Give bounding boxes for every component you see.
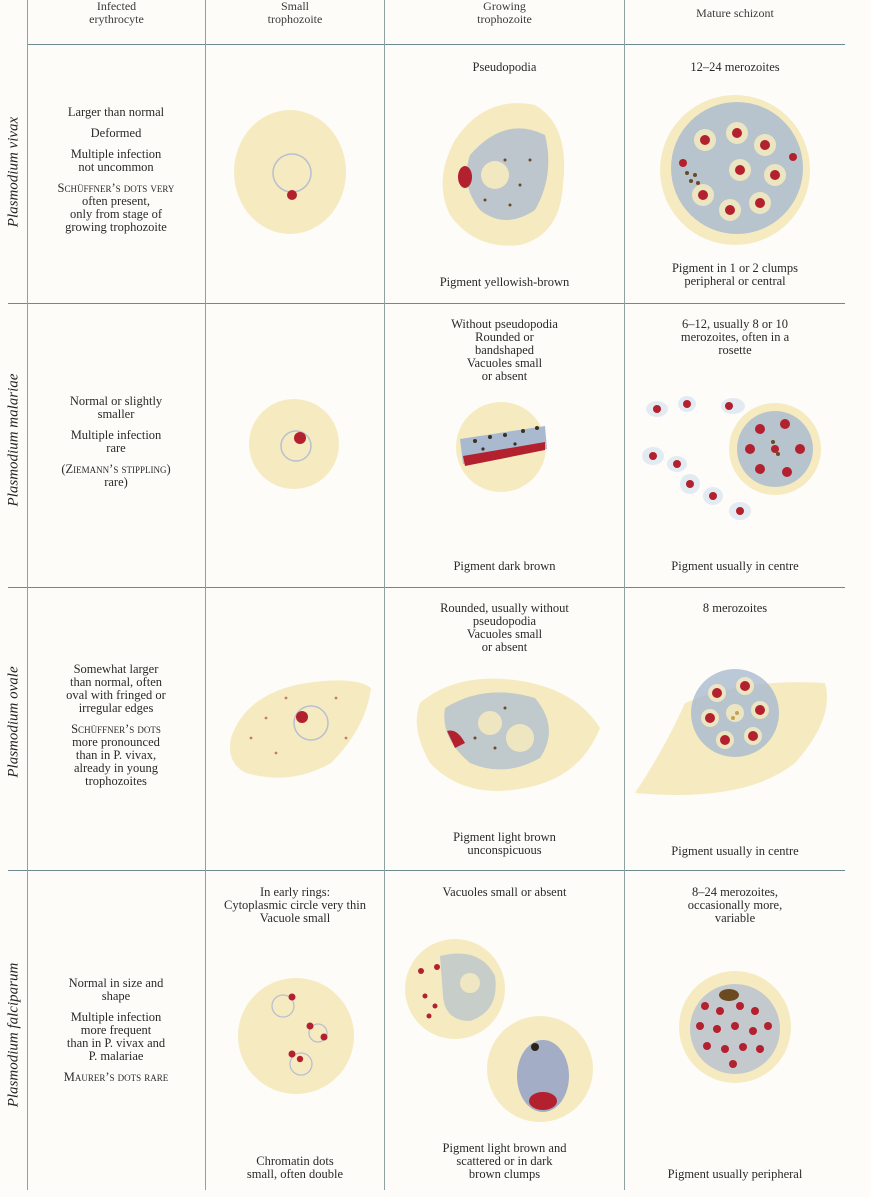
header-rule xyxy=(28,44,845,45)
ovale-small-trophozoite-illustration xyxy=(230,680,371,778)
vivax-schizont-illustration xyxy=(660,95,810,245)
malariae-growing-top-caption: Without pseudopodia Rounded or bandshaped V… xyxy=(451,317,558,383)
row-rule-1 xyxy=(8,303,845,304)
vivax-small-trophozoite-illustration xyxy=(234,110,346,234)
ovale-growing-top-caption: Rounded, usually without pseudopodia Vacuo… xyxy=(440,601,569,654)
species-label-vivax: Plasmodium vivax xyxy=(5,116,22,228)
col-rule-0 xyxy=(27,0,28,1190)
falciparum-schizont-bottom-caption: Pigment usually peripheral xyxy=(667,1167,803,1181)
header-small-trophozoite: Small trophozoite xyxy=(267,0,323,26)
falciparum-schizont-illustration xyxy=(679,971,791,1083)
col-rule-2 xyxy=(384,0,385,1190)
col-rule-1 xyxy=(205,0,206,1190)
row-rule-3 xyxy=(8,870,845,871)
ovale-schizont-bottom-caption: Pigment usually in centre xyxy=(671,844,799,858)
vivax-description: Larger than normal Deformed Multiple inf… xyxy=(57,105,175,234)
malariae-schizont-top-caption: 6–12, usually 8 or 10 merozoites, often i… xyxy=(680,317,790,357)
vivax-growing-bottom-caption: Pigment yellowish-brown xyxy=(439,275,570,289)
vivax-schizont-top-caption: 12–24 merozoites xyxy=(690,60,780,74)
vivax-growing-trophozoite-illustration xyxy=(442,103,565,246)
vivax-growing-top-caption: Pseudopodia xyxy=(472,60,537,74)
header-growing-trophozoite: Growing trophozoite xyxy=(477,0,532,26)
falciparum-small-bottom-caption: Chromatin dots small, often double xyxy=(246,1154,344,1181)
ovale-description: Somewhat larger than normal, often oval wi… xyxy=(66,662,166,788)
header-mature-schizont: Mature schizont xyxy=(696,6,774,20)
malariae-description: Normal or slightly smaller Multiple infec… xyxy=(61,394,171,489)
falciparum-growing-top-caption: Vacuoles small or absent xyxy=(442,885,567,899)
falciparum-growing-trophozoite-illustration xyxy=(405,939,593,1122)
falciparum-small-top-caption: In early rings: Cytoplasmic circle very t… xyxy=(224,885,366,925)
falciparum-growing-bottom-caption: Pigment light brown and scattered or in d… xyxy=(442,1141,567,1181)
species-label-malariae: Plasmodium malariae xyxy=(5,373,22,507)
row-rule-2 xyxy=(8,587,845,588)
malariae-schizont-illustration xyxy=(642,396,821,520)
species-label-falciparum: Plasmodium falciparum xyxy=(5,962,22,1108)
ovale-growing-bottom-caption: Pigment light brown unconspicuous xyxy=(453,830,556,857)
col-rule-3 xyxy=(624,0,625,1190)
vivax-schizont-bottom-caption: Pigment in 1 or 2 clumps peripheral or ce… xyxy=(671,261,799,288)
falciparum-description: Normal in size and shape Multiple infecti… xyxy=(63,976,169,1084)
ovale-schizont-top-caption: 8 merozoites xyxy=(702,601,768,615)
species-label-ovale: Plasmodium ovale xyxy=(5,666,22,778)
header-infected-erythrocyte: Infected erythrocyte xyxy=(89,0,144,26)
falciparum-schizont-top-caption: 8–24 merozoites, occasionally more, variab… xyxy=(687,885,783,925)
malariae-small-trophozoite-illustration xyxy=(249,399,339,489)
malariae-growing-trophozoite-illustration xyxy=(456,402,547,492)
falciparum-small-trophozoite-illustration xyxy=(238,978,354,1094)
ovale-growing-trophozoite-illustration xyxy=(416,678,600,791)
malariae-growing-bottom-caption: Pigment dark brown xyxy=(453,559,556,573)
malariae-schizont-bottom-caption: Pigment usually in centre xyxy=(671,559,799,573)
ovale-schizont-illustration xyxy=(635,669,827,795)
